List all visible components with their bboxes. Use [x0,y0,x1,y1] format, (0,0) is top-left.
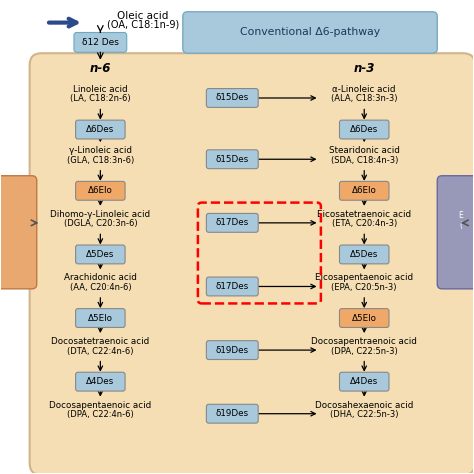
Text: Arachidonic acid: Arachidonic acid [64,273,137,283]
FancyBboxPatch shape [76,120,125,139]
Text: n-3: n-3 [354,62,375,75]
FancyBboxPatch shape [206,213,258,232]
Text: Docosatetraenoic acid: Docosatetraenoic acid [51,337,149,346]
FancyBboxPatch shape [0,176,36,289]
FancyBboxPatch shape [76,182,125,200]
Text: Eicosapentaenoic acid: Eicosapentaenoic acid [315,273,413,283]
FancyBboxPatch shape [206,404,258,423]
Text: Docosahexaenoic acid: Docosahexaenoic acid [315,401,413,410]
Text: Δ4Des: Δ4Des [350,377,378,386]
FancyBboxPatch shape [183,12,438,53]
Text: Δ6Elo: Δ6Elo [88,186,113,195]
Text: Conventional Δ6-pathway: Conventional Δ6-pathway [240,27,380,37]
Text: (DPA, C22:4n-6): (DPA, C22:4n-6) [67,410,134,419]
Text: (DTA, C22:4n-6): (DTA, C22:4n-6) [67,346,134,356]
FancyBboxPatch shape [438,176,474,289]
FancyBboxPatch shape [206,89,258,108]
Text: Δ6Des: Δ6Des [86,125,114,134]
Text: δ17Des: δ17Des [216,282,249,291]
FancyBboxPatch shape [339,182,389,200]
FancyBboxPatch shape [76,372,125,391]
Text: (OA, C18:1n-9): (OA, C18:1n-9) [107,19,179,29]
Text: Dihomo-γ-Linoleic acid: Dihomo-γ-Linoleic acid [50,210,150,219]
Text: δ12 Des: δ12 Des [82,38,119,47]
Text: Δ6Elo: Δ6Elo [352,186,377,195]
Text: Δ5Elo: Δ5Elo [88,313,113,322]
FancyBboxPatch shape [30,53,474,474]
Text: Δ6Des: Δ6Des [350,125,378,134]
Text: δ17Des: δ17Des [216,219,249,228]
Text: δ15Des: δ15Des [216,93,249,102]
FancyBboxPatch shape [339,120,389,139]
Text: (LA, C18:2n-6): (LA, C18:2n-6) [70,94,131,103]
FancyBboxPatch shape [339,245,389,264]
Text: (ETA, C20:4n-3): (ETA, C20:4n-3) [332,219,397,228]
Text: (GLA, C18:3n-6): (GLA, C18:3n-6) [67,155,134,164]
Text: (AA, C20:4n-6): (AA, C20:4n-6) [70,283,131,292]
Text: (EPA, C20:5n-3): (EPA, C20:5n-3) [331,283,397,292]
Text: Stearidonic acid: Stearidonic acid [329,146,400,155]
FancyBboxPatch shape [339,309,389,328]
FancyBboxPatch shape [206,150,258,169]
Text: γ-Linoleic acid: γ-Linoleic acid [69,146,132,155]
FancyBboxPatch shape [206,277,258,296]
Text: (DGLA, C20:3n-6): (DGLA, C20:3n-6) [64,219,137,228]
FancyBboxPatch shape [74,33,127,52]
Text: Δ5Des: Δ5Des [350,250,378,259]
FancyBboxPatch shape [76,309,125,328]
Text: α-Linoleic acid: α-Linoleic acid [332,85,396,94]
Text: δ15Des: δ15Des [216,155,249,164]
Text: Eicosatetraenoic acid: Eicosatetraenoic acid [317,210,411,219]
Text: (DHA, C22:5n-3): (DHA, C22:5n-3) [330,410,399,419]
Text: Docosapentaenoic acid: Docosapentaenoic acid [49,401,152,410]
Text: δ19Des: δ19Des [216,409,249,418]
Text: (ALA, C18:3n-3): (ALA, C18:3n-3) [331,94,398,103]
FancyBboxPatch shape [206,341,258,359]
Text: Linoleic acid: Linoleic acid [73,85,128,94]
Text: Docosapentraenoic acid: Docosapentraenoic acid [311,337,417,346]
FancyBboxPatch shape [76,245,125,264]
Text: (DPA, C22:5n-3): (DPA, C22:5n-3) [331,346,398,356]
Text: δ19Des: δ19Des [216,346,249,355]
Text: E
(: E ( [458,211,463,230]
Text: (SDA, C18:4n-3): (SDA, C18:4n-3) [330,155,398,164]
Text: Oleic acid: Oleic acid [117,11,168,21]
Text: Δ5Elo: Δ5Elo [352,313,377,322]
FancyBboxPatch shape [339,372,389,391]
Text: n-6: n-6 [90,62,111,75]
Text: Δ5Des: Δ5Des [86,250,115,259]
Text: Δ4Des: Δ4Des [86,377,114,386]
